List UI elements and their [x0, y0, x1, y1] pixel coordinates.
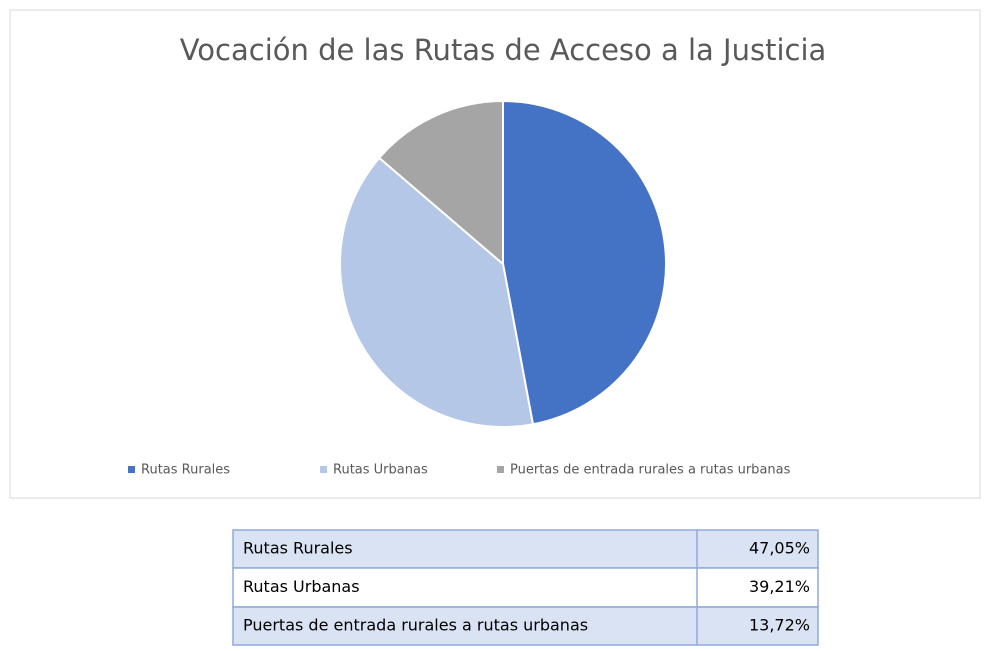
table-label: Rutas Rurales [243, 539, 353, 558]
legend-label: Rutas Rurales [141, 463, 230, 478]
legend-marker [320, 466, 327, 473]
legend-label: Puertas de entrada rurales a rutas urban… [510, 463, 791, 478]
legend-label: Rutas Urbanas [333, 463, 428, 478]
table-label: Rutas Urbanas [243, 577, 360, 596]
legend-marker [128, 466, 135, 473]
table-value: 47,05% [749, 539, 810, 558]
table-row [232, 529, 819, 569]
table-row [232, 567, 819, 608]
table-value: 39,21% [749, 577, 810, 596]
pie-slice [377, 99, 504, 267]
table-value: 13,72% [749, 616, 810, 635]
chart-title: Vocación de las Rutas de Acceso a la Jus… [180, 33, 827, 67]
table-label: Puertas de entrada rurales a rutas urban… [243, 616, 588, 635]
legend-marker [497, 466, 504, 473]
table-row [232, 606, 819, 646]
pie-slice [502, 99, 667, 426]
pie-slice [339, 156, 535, 428]
